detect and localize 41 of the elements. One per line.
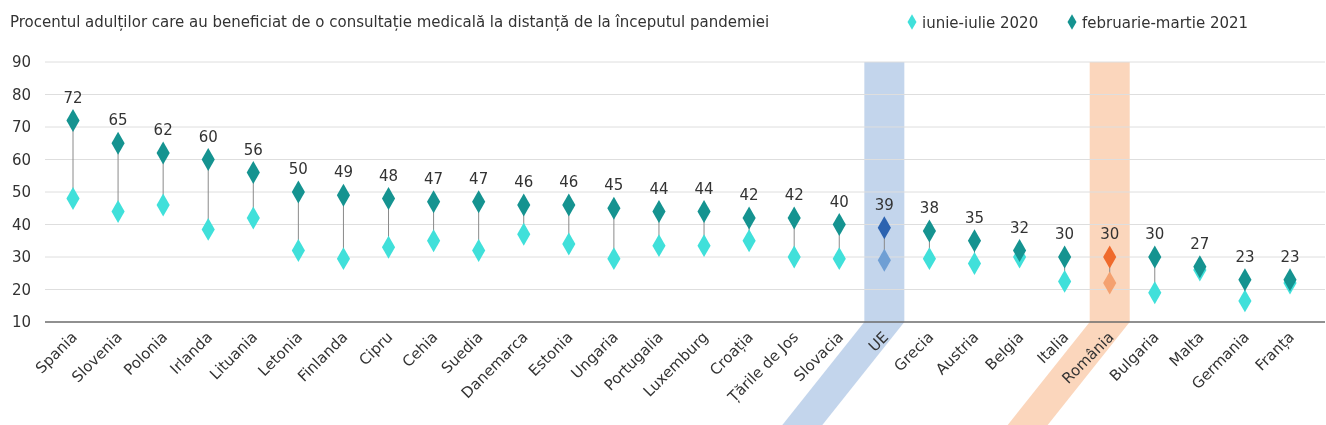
data-label: 39 [874, 195, 894, 214]
data-label: 47 [469, 169, 489, 188]
data-label: 30 [1055, 225, 1075, 243]
data-label: 48 [378, 166, 399, 185]
data-label: 42 [784, 186, 804, 204]
data-label: 32 [1010, 218, 1030, 237]
data-label: 72 [63, 88, 83, 107]
data-label: 30 [1100, 225, 1120, 243]
data-label: 40 [829, 192, 849, 211]
y-tick-label: 90 [11, 53, 31, 71]
data-label: 42 [739, 186, 759, 204]
y-tick-label: 70 [11, 118, 31, 136]
data-label: 30 [1145, 225, 1165, 243]
data-label: 44 [649, 179, 669, 198]
data-label: 56 [243, 140, 263, 159]
legend-label: februarie-martie 2021 [1082, 14, 1249, 32]
y-tick-label: 30 [11, 248, 31, 266]
y-tick-label: 20 [11, 280, 31, 299]
y-tick-label: 80 [11, 85, 31, 104]
y-tick-label: 50 [11, 183, 31, 201]
data-label: 38 [919, 199, 939, 217]
data-label: 23 [1280, 247, 1300, 266]
data-label: 46 [514, 173, 534, 191]
data-label: 46 [559, 173, 579, 191]
legend-label: iunie-iulie 2020 [922, 14, 1039, 32]
y-tick-label: 40 [11, 215, 31, 234]
data-label: 23 [1235, 247, 1255, 266]
data-label: 27 [1190, 234, 1210, 253]
y-tick-label: 60 [11, 150, 31, 169]
y-tick-label: 10 [11, 313, 31, 331]
data-label: 62 [153, 121, 173, 139]
data-label: 60 [198, 127, 218, 146]
data-label: 44 [694, 179, 714, 198]
data-label: 47 [424, 169, 444, 188]
data-label: 50 [288, 160, 308, 178]
x-tick-label: UE [864, 328, 893, 356]
data-label: 45 [604, 176, 624, 195]
data-label: 35 [964, 208, 985, 227]
chart-title: Procentul adulților care au beneficiat de o consultație medicală la distanță de la începutul pandemiei [10, 13, 770, 31]
data-label: 65 [108, 111, 128, 130]
data-label: 49 [333, 163, 353, 182]
